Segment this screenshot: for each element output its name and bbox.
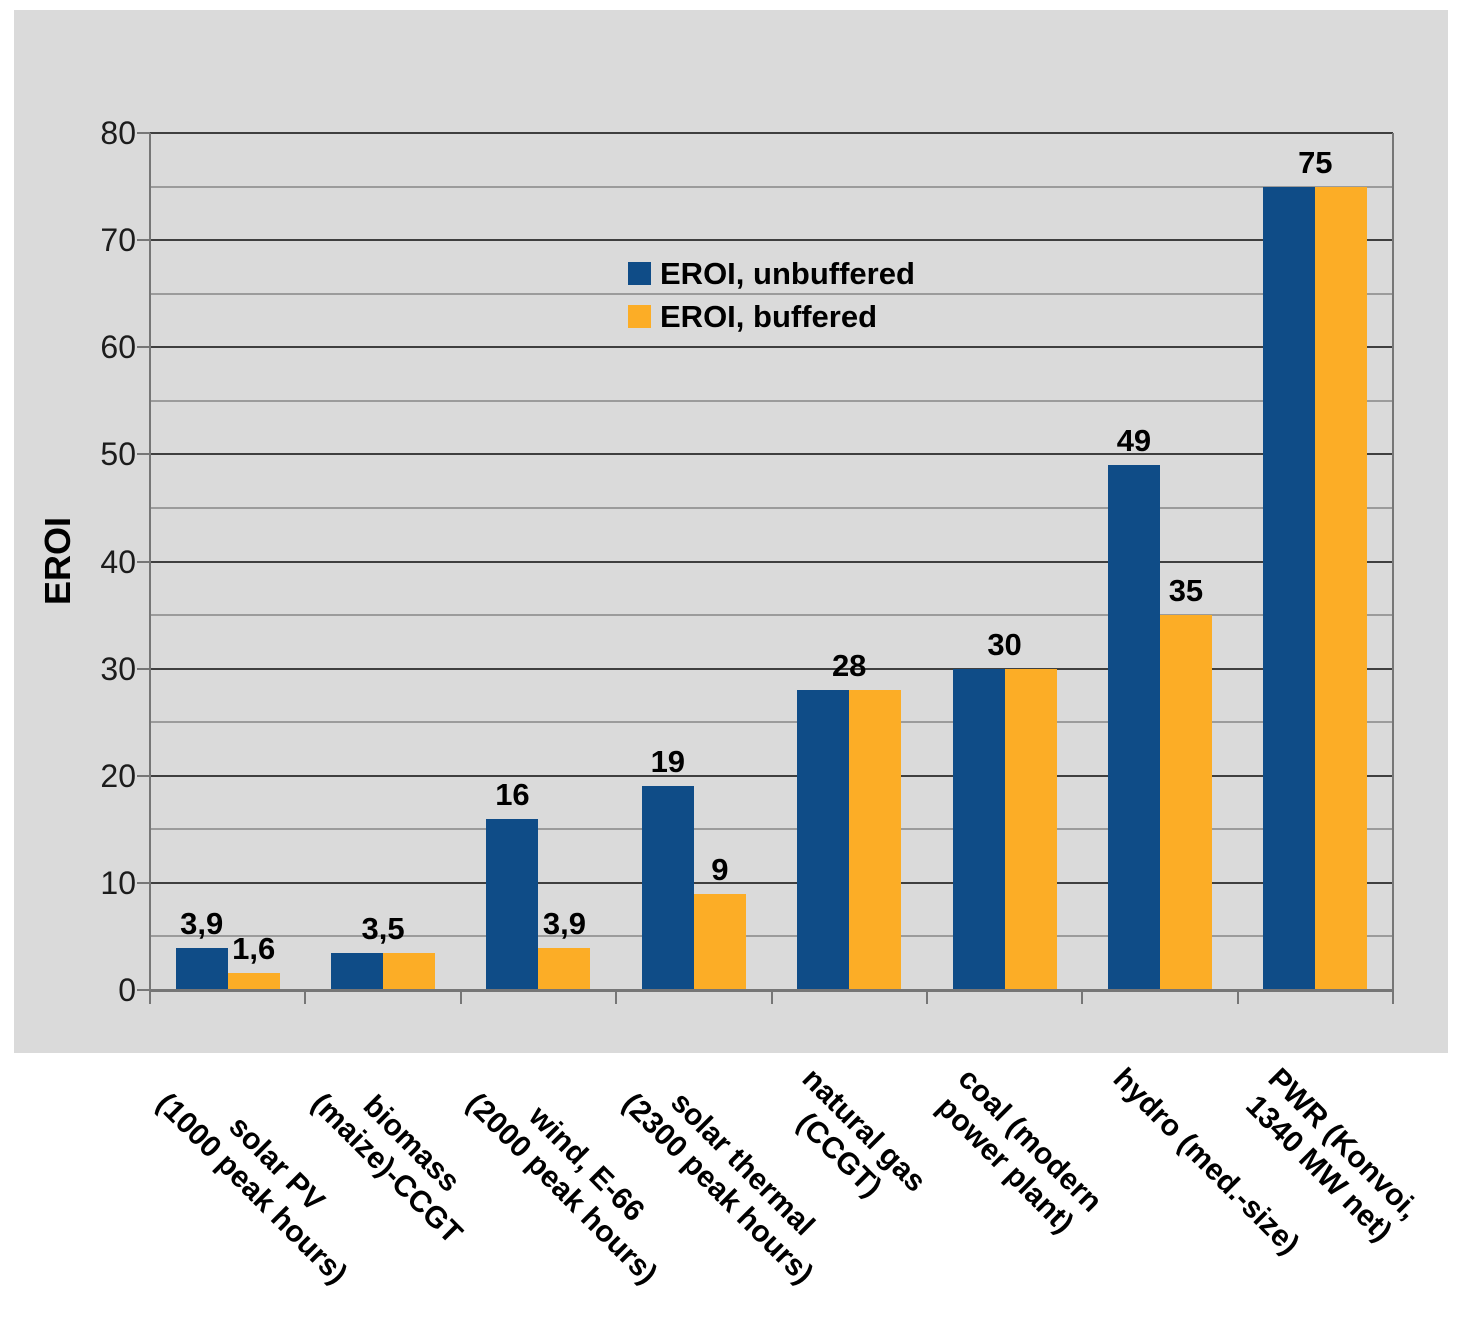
gridline-major bbox=[150, 774, 1393, 777]
bar-buffered bbox=[693, 893, 746, 990]
y-axis-line-left bbox=[149, 133, 151, 990]
gridline-minor bbox=[150, 399, 1393, 402]
gridline-major bbox=[150, 667, 1393, 670]
gridline-minor bbox=[150, 506, 1393, 509]
y-axis-line-right bbox=[1392, 133, 1394, 990]
legend-item-unbuffered: EROI, unbuffered bbox=[628, 252, 915, 295]
x-tick-mark bbox=[1236, 990, 1239, 1004]
x-tick-mark bbox=[615, 990, 618, 1004]
y-tick-mark bbox=[137, 132, 150, 134]
bar-buffered bbox=[1004, 668, 1057, 990]
x-tick-mark bbox=[1081, 990, 1084, 1004]
gridline-minor bbox=[150, 185, 1393, 188]
bar-buffered bbox=[227, 972, 280, 990]
bar-buffered bbox=[1315, 186, 1368, 990]
y-tick-label: 30 bbox=[100, 650, 136, 687]
x-tick-mark bbox=[149, 990, 151, 1004]
x-tick-mark bbox=[1392, 990, 1394, 1004]
y-tick-label: 20 bbox=[100, 757, 136, 794]
gridline-minor bbox=[150, 721, 1393, 724]
gridline-minor bbox=[150, 292, 1393, 295]
legend-swatch-buffered-icon bbox=[628, 305, 651, 328]
bar-unbuffered bbox=[1107, 465, 1160, 990]
x-tick-mark bbox=[770, 990, 773, 1004]
gridline-minor bbox=[150, 935, 1393, 938]
gridline-major bbox=[150, 560, 1393, 563]
gridline-minor bbox=[150, 828, 1393, 831]
y-tick-mark bbox=[137, 346, 150, 349]
legend-swatch-unbuffered-icon bbox=[628, 262, 651, 285]
x-tick-mark bbox=[925, 990, 928, 1004]
gridline-major bbox=[150, 881, 1393, 884]
legend-item-buffered: EROI, buffered bbox=[628, 295, 915, 338]
y-tick-label: 40 bbox=[100, 543, 136, 580]
bar-buffered bbox=[1159, 615, 1212, 990]
bar-unbuffered bbox=[952, 668, 1005, 990]
y-tick-label: 80 bbox=[100, 115, 136, 151]
bar-value-label: 30 bbox=[987, 626, 1022, 662]
y-tick-label: 0 bbox=[118, 972, 136, 1008]
bar-value-label: 3,5 bbox=[361, 910, 405, 946]
bar-buffered bbox=[383, 952, 436, 990]
x-tick-mark bbox=[459, 990, 462, 1004]
gridline-minor bbox=[150, 614, 1393, 617]
bar-unbuffered bbox=[797, 690, 850, 990]
bar-buffered bbox=[538, 948, 591, 990]
bar-unbuffered bbox=[1263, 186, 1316, 990]
bar-value-label: 9 bbox=[711, 851, 729, 887]
bar-value-label: 49 bbox=[1116, 423, 1152, 459]
y-tick-mark bbox=[137, 774, 150, 777]
bar-value-label: 16 bbox=[495, 776, 530, 812]
legend-label-buffered: EROI, buffered bbox=[660, 298, 878, 334]
bar-buffered bbox=[849, 690, 902, 990]
x-axis-line bbox=[150, 989, 1393, 992]
gridline-major bbox=[150, 346, 1393, 349]
gridline-major bbox=[150, 132, 1393, 134]
y-tick-label: 10 bbox=[100, 864, 136, 901]
legend-label-unbuffered: EROI, unbuffered bbox=[660, 255, 915, 291]
y-tick-mark bbox=[137, 453, 150, 456]
bar-value-label: 28 bbox=[831, 648, 867, 684]
bar-unbuffered bbox=[641, 786, 694, 990]
legend: EROI, unbuffered EROI, buffered bbox=[628, 252, 915, 338]
y-tick-mark bbox=[137, 667, 150, 670]
bar-value-label: 19 bbox=[650, 744, 686, 780]
y-tick-mark bbox=[137, 881, 150, 884]
bar-value-label: 3,9 bbox=[180, 906, 224, 942]
y-tick-mark bbox=[137, 560, 150, 563]
gridline-major bbox=[150, 239, 1393, 242]
x-category-label: coal (modern power plant) bbox=[930, 1062, 1108, 1240]
y-tick-label: 50 bbox=[100, 436, 136, 473]
bar-value-label: 1,6 bbox=[232, 930, 276, 966]
bar-value-label: 75 bbox=[1298, 144, 1333, 180]
bar-unbuffered bbox=[331, 952, 384, 990]
bar-unbuffered bbox=[175, 948, 228, 990]
bar-value-label: 35 bbox=[1168, 573, 1204, 609]
bar-value-label: 3,9 bbox=[542, 906, 586, 942]
y-tick-mark bbox=[137, 239, 150, 242]
plot-area bbox=[150, 132, 1393, 990]
x-tick-mark bbox=[304, 990, 307, 1004]
bar-unbuffered bbox=[486, 818, 539, 990]
y-tick-label: 60 bbox=[100, 329, 136, 366]
y-tick-label: 70 bbox=[100, 222, 136, 259]
gridline-major bbox=[150, 453, 1393, 456]
y-tick-mark bbox=[137, 989, 150, 991]
